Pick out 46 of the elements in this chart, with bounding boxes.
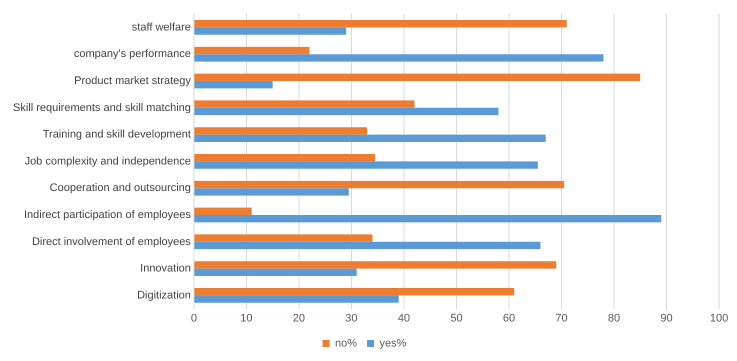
x-tick-label: 100 — [710, 312, 728, 324]
x-tick-label: 90 — [660, 312, 673, 324]
x-tick-label: 20 — [292, 312, 306, 324]
y-tick-label: Innovation — [140, 262, 191, 275]
y-tick-label: Skill requirements and skill matching — [12, 102, 191, 114]
y-tick-label: Digitization — [137, 289, 191, 302]
bar — [194, 180, 564, 188]
bar — [194, 20, 567, 28]
legend-label: yes% — [380, 338, 407, 350]
x-tick-label: 40 — [398, 312, 410, 324]
bar — [194, 134, 546, 142]
y-tick-label: Cooperation and outsourcing — [50, 182, 191, 194]
y-tick-label: staff welfare — [132, 21, 191, 34]
x-tick-label: 50 — [450, 312, 463, 324]
bar — [194, 288, 514, 296]
bar — [194, 54, 604, 62]
bar — [194, 27, 346, 35]
y-tick-label: Job complexity and independence — [24, 155, 191, 168]
bar — [194, 208, 252, 215]
bar — [194, 46, 310, 54]
bar — [194, 261, 556, 269]
bar — [194, 154, 376, 162]
bar — [194, 127, 368, 135]
bar — [194, 188, 349, 196]
bar — [194, 81, 273, 88]
legend-label: no% — [335, 338, 358, 350]
bar — [194, 295, 399, 303]
y-tick-label: Product market strategy — [74, 75, 192, 88]
bar — [194, 100, 414, 108]
x-tick-label: 10 — [240, 312, 253, 324]
x-tick-label: 70 — [555, 312, 568, 324]
bar — [194, 242, 540, 250]
bar — [194, 161, 538, 169]
y-tick-label: Indirect participation of employees — [24, 209, 192, 222]
bar — [194, 108, 498, 116]
bar — [194, 215, 662, 222]
y-tick-label: Direct involvement of employees — [32, 236, 192, 248]
x-tick-label: 80 — [608, 312, 620, 324]
y-tick-label: company's performance — [74, 48, 191, 60]
x-tick-label: 0 — [190, 312, 197, 324]
x-tick-label: 30 — [345, 312, 358, 324]
bar — [194, 234, 372, 242]
x-tick-label: 60 — [502, 312, 516, 324]
bar — [194, 268, 357, 276]
bar — [194, 74, 640, 81]
y-tick-label: Training and skill development — [42, 128, 191, 141]
